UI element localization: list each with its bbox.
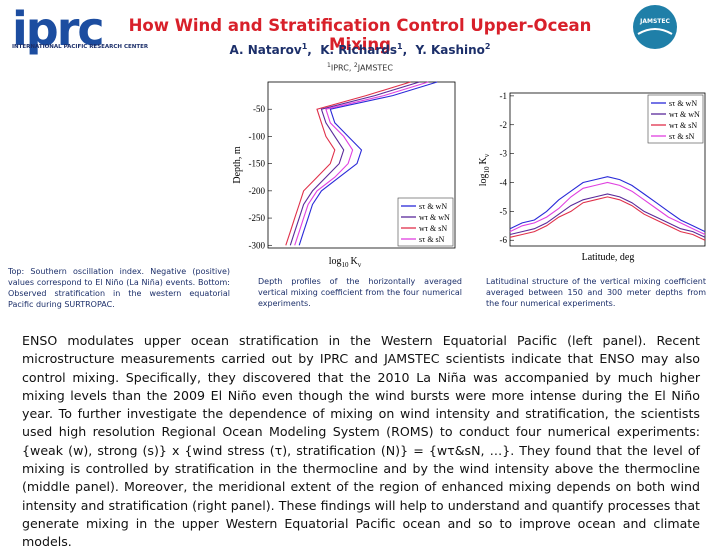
y-tick-label: -3	[500, 149, 508, 159]
legend-label: sτ & sN	[419, 235, 445, 244]
logo-text: JAMSTEC	[639, 18, 670, 25]
axis-label-part: v	[358, 261, 362, 269]
legend-label: wτ & wN	[419, 213, 450, 222]
profile-line	[289, 81, 420, 246]
caption: Latitudinal structure of the vertical mi…	[486, 277, 706, 308]
author: Y. Kashino	[415, 43, 485, 57]
profile-line	[298, 81, 438, 246]
axis-label-part: log	[478, 173, 489, 186]
author: K. Richards	[320, 43, 397, 57]
partner-logo: JAMSTEC	[633, 5, 677, 49]
author-affiliation: 1	[301, 42, 308, 51]
axis-label: log10 Kv	[478, 153, 491, 186]
logo-circle	[633, 5, 677, 49]
axis-label-part: K	[478, 156, 489, 164]
profile-line	[285, 81, 411, 246]
y-tick-label: -50	[253, 104, 265, 114]
axis-label-part: 10	[483, 166, 491, 174]
axis-label-part: 10	[342, 261, 350, 269]
logo: iprc	[12, 2, 105, 56]
y-tick-label: -100	[249, 131, 266, 141]
data-line	[509, 193, 706, 238]
y-tick-label: -200	[249, 186, 266, 196]
y-tick-label: -6	[500, 235, 508, 245]
logo-wave	[637, 28, 673, 35]
plot-frame	[509, 92, 706, 247]
authors: A. Natarov1, K. Richards1, Y. Kashino2	[229, 42, 491, 57]
data-line	[509, 181, 706, 235]
y-tick-label: -250	[249, 213, 266, 223]
page: iprc INTERNATIONAL PACIFIC RESEARCH CENT…	[8, 2, 706, 550]
y-tick-label: -150	[249, 159, 266, 169]
legend-label: sτ & sN	[669, 132, 695, 141]
data-line	[509, 196, 706, 241]
logo-subtitle: INTERNATIONAL PACIFIC RESEARCH CENTER	[12, 44, 149, 50]
author-affiliation: 1	[397, 42, 403, 51]
profile-line	[294, 81, 429, 246]
y-tick-label: -4	[500, 177, 508, 187]
affiliation: JAMSTEC	[357, 63, 393, 73]
charts: -50 -100 -150 -200 -250 -300 sτ & wN wτ & wN wτ …	[232, 81, 706, 269]
legend-label: wτ & sN	[419, 224, 447, 233]
legend-label: sτ & wN	[669, 99, 697, 108]
axis-label-part: log	[329, 256, 342, 267]
affiliation-mark: 2	[353, 62, 358, 69]
body-text: ENSO modulates upper ocean stratificatio…	[22, 333, 700, 550]
affiliations: 1IPRC, 2JAMSTEC	[327, 62, 393, 73]
axis-label-part: K	[351, 256, 359, 267]
caption: Depth profiles of the horizontally avera…	[258, 277, 462, 308]
y-tick-label: -2	[500, 120, 508, 130]
author: A. Natarov	[229, 43, 302, 57]
y-tick-label: -1	[500, 91, 508, 101]
affiliation-mark: 1	[327, 62, 331, 69]
plot-frame	[267, 81, 456, 249]
axis-label-part: v	[483, 153, 491, 157]
y-tick-label: -300	[249, 240, 266, 250]
data-line	[509, 176, 706, 233]
affiliation: IPRC	[330, 63, 349, 73]
axis-label: Depth, m	[232, 146, 243, 183]
axis-label: Latitude, deg	[582, 252, 635, 263]
legend-label: sτ & wN	[419, 202, 447, 211]
legend-label: wτ & sN	[669, 121, 697, 130]
title: How Wind and Stratification Control Uppe…	[128, 16, 592, 54]
legend-label: wτ & wN	[669, 110, 700, 119]
author-affiliation: 2	[484, 42, 491, 51]
caption: Top: Southern oscillation index. Negativ…	[8, 267, 230, 309]
y-tick-label: -5	[500, 206, 508, 216]
